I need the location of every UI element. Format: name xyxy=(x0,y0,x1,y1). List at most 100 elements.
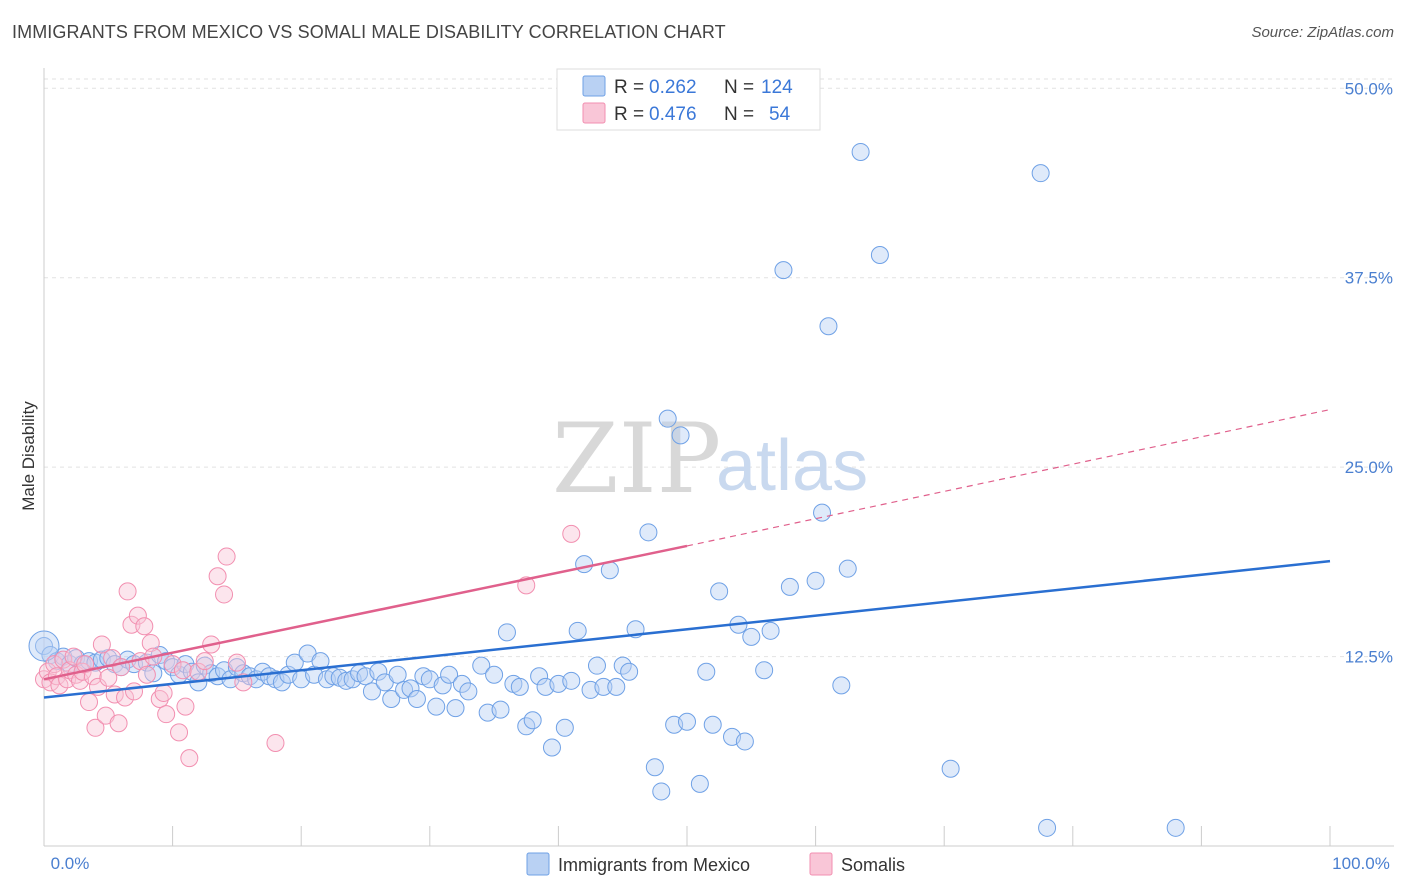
mexico-point xyxy=(697,662,716,681)
x-tick-label-min: 0.0% xyxy=(51,854,90,873)
y-tick-label: 12.5% xyxy=(1345,648,1393,667)
somali-point xyxy=(195,652,214,671)
somali-point xyxy=(170,723,189,742)
mexico-point xyxy=(735,732,754,751)
somali-point xyxy=(99,668,118,687)
mexico-point xyxy=(690,774,709,793)
mexico-point xyxy=(395,680,414,699)
somali-point xyxy=(103,649,122,668)
legend-swatch-somali xyxy=(582,102,606,124)
mexico-point xyxy=(485,665,504,684)
mexico-point xyxy=(710,582,729,601)
y-tick-label: 50.0% xyxy=(1345,79,1393,98)
somali-point xyxy=(208,567,227,586)
mexico-point xyxy=(755,661,774,680)
somali-point xyxy=(92,635,111,654)
mexico-point xyxy=(433,676,452,695)
somali-point xyxy=(154,683,173,702)
series-somali-points xyxy=(35,524,581,768)
watermark-zip: ZIP xyxy=(552,403,721,515)
mexico-point xyxy=(459,682,478,701)
source-credit: Source: ZipAtlas.com xyxy=(1251,24,1394,41)
mexico-point xyxy=(555,718,574,737)
mexico-point xyxy=(652,782,671,801)
legend-r-label-mexico: R = xyxy=(614,77,644,98)
mexico-point xyxy=(510,677,529,696)
mexico-point xyxy=(587,656,606,675)
watermark: ZIP atlas xyxy=(552,403,868,515)
mexico-point xyxy=(607,677,626,696)
x-tick-label-max: 100.0% xyxy=(1332,854,1390,873)
somali-point xyxy=(180,749,199,768)
legend-r-label-somali: R = xyxy=(614,104,644,125)
mexico-point xyxy=(870,246,889,264)
somali-point xyxy=(135,617,154,636)
somali-point xyxy=(234,673,253,692)
mexico-point xyxy=(530,667,549,686)
mexico-point xyxy=(382,690,401,709)
somali-point xyxy=(163,655,182,674)
somali-point xyxy=(86,718,105,737)
mexico-point xyxy=(1166,818,1185,837)
mexico-point xyxy=(645,758,664,777)
mexico-point xyxy=(523,711,542,730)
y-tick-label: 37.5% xyxy=(1345,269,1393,288)
mexico-point xyxy=(941,759,960,778)
mexico-point xyxy=(427,697,446,716)
somali-point xyxy=(80,693,99,712)
somali-point xyxy=(215,585,234,604)
mexico-point xyxy=(568,621,587,640)
x-axis-ticks xyxy=(43,826,1331,846)
legend-n-value-mexico: 124 xyxy=(761,77,793,98)
mexico-point xyxy=(491,700,510,719)
trend-lines xyxy=(43,408,1331,699)
mexico-point xyxy=(575,555,594,574)
mexico-point xyxy=(806,571,825,590)
mexico-point xyxy=(742,627,761,646)
somali-point xyxy=(176,697,195,716)
somali-point xyxy=(141,633,160,652)
somali-point xyxy=(83,667,102,686)
somali-point xyxy=(173,661,192,680)
somali-point xyxy=(266,733,285,752)
mexico-point xyxy=(562,671,581,690)
somali-point xyxy=(562,524,581,543)
watermark-atlas: atlas xyxy=(716,426,868,506)
series-mexico-points xyxy=(28,142,1185,837)
mexico-point xyxy=(272,673,291,692)
mexico-point xyxy=(452,674,471,693)
legend-n-label-somali: N = xyxy=(724,104,754,125)
mexico-point xyxy=(761,621,780,640)
legend-n-label-mexico: N = xyxy=(724,77,754,98)
mexico-point xyxy=(851,142,870,161)
axes xyxy=(43,68,1394,847)
grid-lines xyxy=(44,78,1394,658)
trend-line-somali xyxy=(43,544,688,681)
legend-r-value-mexico: 0.262 xyxy=(649,77,697,98)
mexico-point xyxy=(832,676,851,695)
mexico-point xyxy=(620,662,639,681)
mexico-point xyxy=(780,577,799,596)
bottom-legend-swatch-mexico xyxy=(526,852,550,876)
mexico-point xyxy=(28,630,60,662)
mexico-point xyxy=(401,679,420,698)
somali-point xyxy=(137,665,156,684)
somali-point xyxy=(109,714,128,733)
mexico-point xyxy=(813,503,832,522)
somali-point xyxy=(125,682,144,701)
mexico-point xyxy=(671,426,690,445)
y-tick-label: 25.0% xyxy=(1345,458,1393,477)
mexico-point xyxy=(594,677,613,696)
bottom-legend-label-somali: Somalis xyxy=(841,855,905,875)
mexico-point xyxy=(542,738,561,757)
somali-point xyxy=(217,547,236,566)
mexico-point xyxy=(639,523,658,542)
legend-n-value-somali: 54 xyxy=(769,104,791,125)
bottom-legend-label-mexico: Immigrants from Mexico xyxy=(558,855,750,875)
mexico-point xyxy=(1031,164,1050,183)
y-axis-tick-labels: 12.5% 25.0% 37.5% 50.0% xyxy=(1345,79,1393,666)
mexico-point xyxy=(446,699,465,718)
mexico-point xyxy=(838,559,857,578)
mexico-point xyxy=(658,409,677,428)
